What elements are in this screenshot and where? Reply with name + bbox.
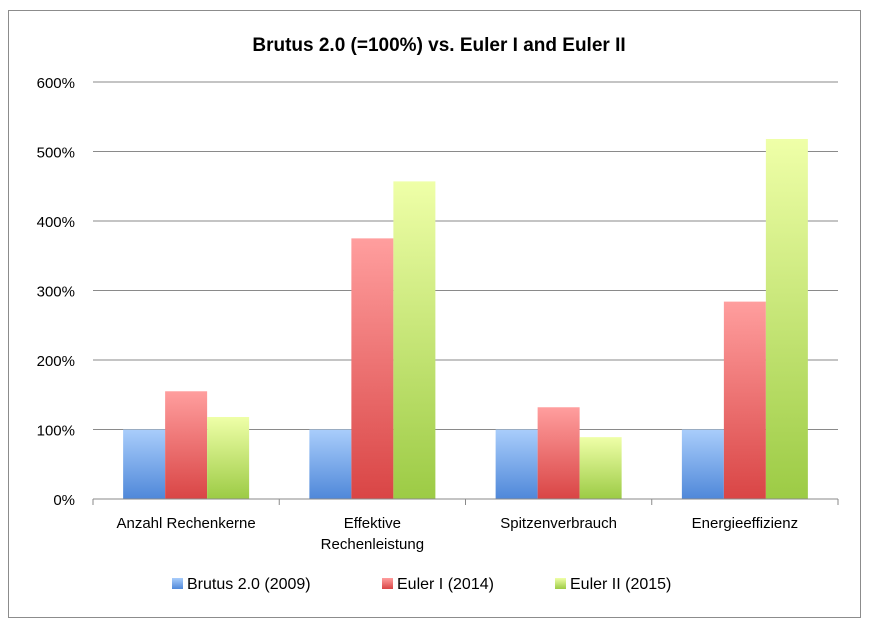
bar-euler-i-2014-2 [351, 238, 394, 499]
bar-euler-ii-2015-3 [579, 437, 622, 499]
x-axis-tick-labels: Anzahl Rechenkerne Effektive Rechenleistun… [116, 515, 798, 553]
chart-frame: Brutus 2.0 (=100%) vs. Euler I and Euler… [8, 10, 861, 618]
x-tick-label: Rechenleistung [321, 536, 424, 553]
legend-swatch [172, 578, 183, 589]
x-tick-label: Effektive [344, 515, 401, 532]
bar-euler-ii-2015-4 [765, 138, 808, 499]
y-axis-tick-labels: 0% 100% 200% 300% 400% 500% 600% [37, 75, 75, 509]
chart-title: Brutus 2.0 (=100%) vs. Euler I and Euler… [252, 35, 625, 56]
bar-brutus-2-0-2009-3 [495, 429, 538, 499]
x-tick-label: Energieeffizienz [692, 515, 798, 532]
legend-label: Brutus 2.0 (2009) [187, 576, 311, 593]
bar-brutus-2-0-2009-4 [681, 429, 724, 499]
x-tick-label: Spitzenverbrauch [500, 515, 617, 532]
chart-svg: Brutus 2.0 (=100%) vs. Euler I and Euler… [37, 35, 839, 593]
legend-swatch [382, 578, 393, 589]
y-tick-label: 100% [37, 423, 75, 440]
bar-euler-i-2014-3 [537, 407, 580, 499]
legend-label: Euler I (2014) [397, 576, 494, 593]
x-tick-label: Anzahl Rechenkerne [116, 515, 255, 532]
bar-euler-i-2014-1 [165, 391, 208, 499]
y-tick-label: 300% [37, 284, 75, 301]
y-tick-label: 0% [53, 492, 75, 509]
bar-euler-ii-2015-1 [207, 416, 250, 499]
y-tick-label: 400% [37, 214, 75, 231]
bar-brutus-2-0-2009-2 [309, 429, 352, 499]
legend-swatch [555, 578, 566, 589]
bars [123, 138, 808, 499]
bar-euler-i-2014-4 [723, 301, 766, 499]
bar-brutus-2-0-2009-1 [123, 429, 166, 499]
legend: Brutus 2.0 (2009) Euler I (2014) Euler II … [172, 576, 671, 593]
bar-euler-ii-2015-2 [393, 181, 436, 499]
y-tick-label: 500% [37, 145, 75, 162]
legend-label: Euler II (2015) [570, 576, 671, 593]
y-tick-label: 200% [37, 353, 75, 370]
x-axis [92, 498, 839, 505]
y-tick-label: 600% [37, 75, 75, 92]
